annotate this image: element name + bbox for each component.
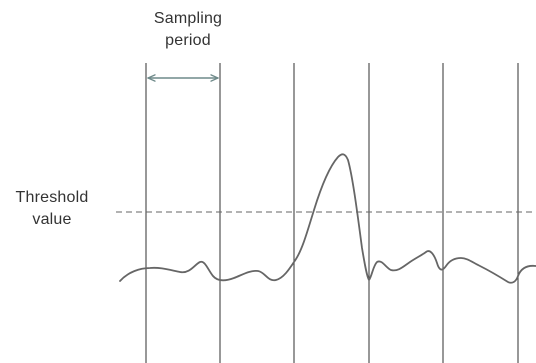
sampling-period-label-line-1: Sampling (153, 10, 223, 27)
sampling-lines (145, 63, 519, 363)
threshold-value-label-line-2: value (32, 211, 72, 228)
threshold-value-label-line-1: Threshold (15, 189, 89, 206)
sampling-period-label-line-2: period (165, 32, 211, 49)
signal-waveform (119, 153, 536, 284)
sampling-period-label: Sampling period (118, 8, 258, 52)
threshold-value-label: Threshold value (0, 187, 104, 231)
